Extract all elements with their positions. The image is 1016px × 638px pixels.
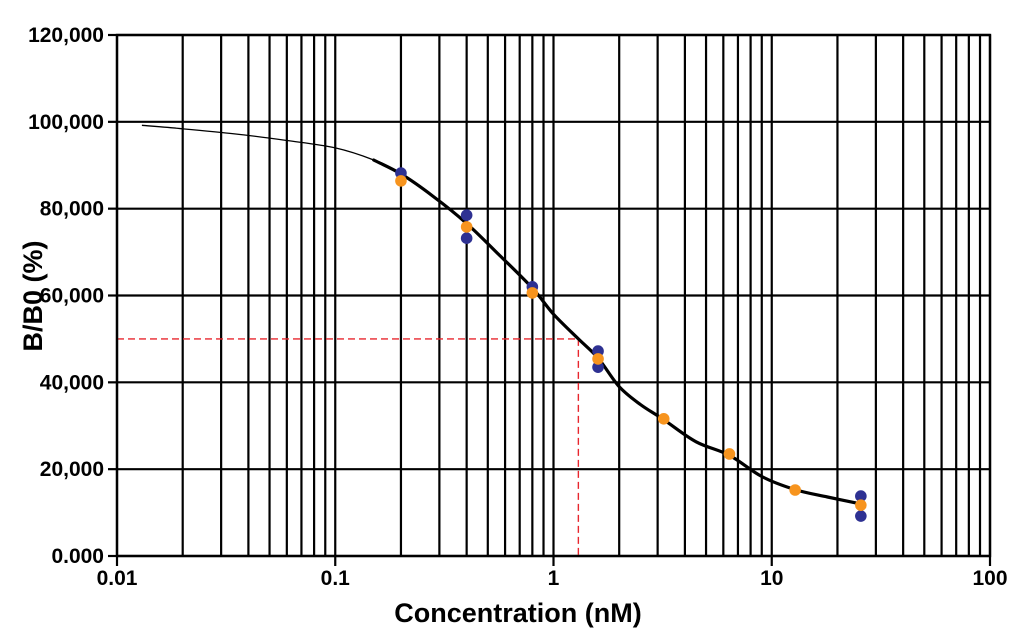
ic50-reference-lines (117, 338, 580, 556)
y-axis-title: B/B0 (%) (18, 240, 48, 351)
x-tick-label: 1 (548, 567, 560, 590)
x-tick-labels: 0.01 0.1 1 10 100 (97, 567, 1008, 590)
y-tick-label: 100,000 (28, 111, 104, 134)
x-axis-title: Concentration (nM) (394, 598, 641, 628)
data-point-replicate-orange (395, 175, 407, 187)
data-point-replicate-orange (723, 448, 736, 460)
data-point-replicate-orange (592, 353, 604, 365)
data-point-replicate-blue (460, 232, 473, 244)
fitted-curve (141, 124, 863, 506)
data-point-replicate-orange (460, 221, 473, 233)
y-tick-label: 0.000 (51, 545, 104, 568)
x-tick-label: 0.01 (97, 567, 138, 590)
y-tick-label: 40,000 (40, 371, 104, 394)
fitted-curve-path (372, 158, 863, 506)
data-point-replicate-blue (855, 490, 867, 502)
y-tick-labels: 0.000 20,000 40,000 60,000 80,000 100,000 120,… (28, 24, 104, 568)
y-tick-label: 80,000 (40, 198, 104, 221)
data-point-replicate-orange (789, 484, 801, 496)
y-tick-label: 60,000 (40, 285, 104, 308)
data-points (395, 167, 867, 522)
y-tick-label: 120,000 (28, 24, 104, 47)
gridlines (115, 33, 992, 558)
data-point-replicate-orange (657, 413, 670, 425)
fitted-curve-start-segment (141, 124, 402, 175)
y-tick-label: 20,000 (40, 458, 104, 481)
x-tick-label: 10 (760, 567, 783, 590)
axis-ticks (108, 33, 992, 566)
x-tick-label: 100 (972, 567, 1007, 590)
data-point-replicate-blue (592, 361, 604, 373)
data-point-replicate-orange (855, 499, 867, 512)
data-point-replicate-orange (526, 287, 539, 299)
data-point-replicate-blue (855, 510, 867, 522)
data-point-replicate-blue (460, 209, 473, 221)
x-tick-label: 0.1 (321, 567, 351, 590)
